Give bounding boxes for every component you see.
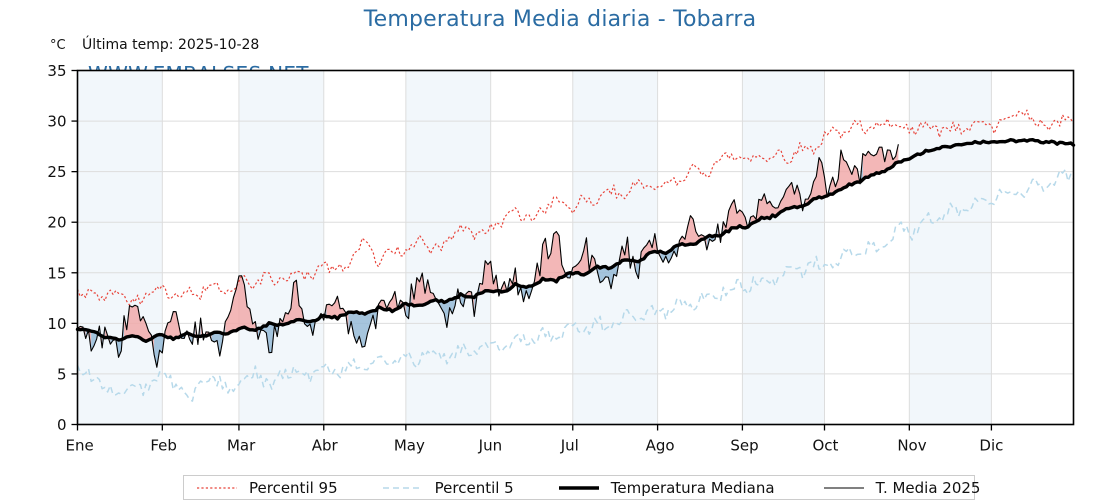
legend-label-percentil-5: Percentil 5 bbox=[434, 478, 514, 497]
legend-swatch-temperatura-mediana bbox=[558, 482, 600, 494]
legend-item-percentil-95[interactable]: Percentil 95 bbox=[196, 476, 338, 499]
x-tick-label-Feb: Feb bbox=[150, 437, 177, 455]
page-title: Temperatura Media diaria - Tobarra bbox=[363, 7, 757, 32]
x-tick-label-Dic: Dic bbox=[979, 437, 1003, 455]
series-line-t-media-2025 bbox=[77, 144, 899, 368]
month-band-Oct bbox=[824, 70, 910, 425]
month-band-Feb bbox=[162, 70, 239, 425]
x-tick-label-Mar: Mar bbox=[227, 437, 256, 455]
legend-swatch-percentil-5 bbox=[382, 482, 424, 494]
legend-swatch-percentil-95 bbox=[196, 482, 238, 494]
month-band-Nov bbox=[909, 70, 992, 425]
legend-item-t-media-2025[interactable]: T. Media 2025 bbox=[823, 476, 981, 499]
legend-label-temperatura-mediana: Temperatura Mediana bbox=[610, 478, 775, 497]
x-tick-label-Abr: Abr bbox=[312, 437, 339, 455]
series-line-temperatura-mediana bbox=[75, 137, 1076, 343]
y-tick-label-25: 25 bbox=[47, 163, 66, 181]
y-axis-unit-label: °C bbox=[50, 38, 66, 53]
x-tick-label-Sep: Sep bbox=[730, 437, 758, 455]
legend-label-t-media-2025: T. Media 2025 bbox=[875, 478, 981, 497]
plot-frame bbox=[76, 69, 1075, 426]
month-band-Ago bbox=[657, 70, 743, 425]
x-tick-label-Ago: Ago bbox=[646, 437, 675, 455]
y-tick-label-0: 0 bbox=[57, 416, 67, 434]
y-tick-label-5: 5 bbox=[57, 365, 67, 383]
y-tick-label-35: 35 bbox=[47, 62, 66, 80]
y-tick-label-10: 10 bbox=[47, 315, 66, 333]
x-tick-label-Nov: Nov bbox=[897, 437, 926, 455]
legend-item-temperatura-mediana[interactable]: Temperatura Mediana bbox=[558, 476, 775, 499]
x-tick-label-Jun: Jun bbox=[478, 437, 502, 455]
x-tick-label-May: May bbox=[394, 437, 425, 455]
chart-legend: Percentil 95 Percentil 5 Temperatura Med… bbox=[183, 475, 980, 500]
x-tick-label-Ene: Ene bbox=[66, 437, 94, 455]
y-tick-label-15: 15 bbox=[47, 264, 66, 282]
legend-swatch-t-media-2025 bbox=[823, 482, 865, 494]
legend-item-percentil-5[interactable]: Percentil 5 bbox=[382, 476, 514, 499]
y-tick-label-20: 20 bbox=[47, 214, 66, 232]
month-band-Mar bbox=[238, 70, 324, 425]
last-temp-label: Última temp: 2025-10-28 bbox=[82, 37, 260, 53]
x-tick-label-Oct: Oct bbox=[813, 437, 839, 455]
month-band-Dic bbox=[991, 70, 1077, 425]
series-line-percentil-5 bbox=[76, 168, 1075, 402]
legend-label-percentil-95: Percentil 95 bbox=[249, 478, 338, 497]
month-band-Ene bbox=[77, 70, 163, 425]
x-tick-label-Jul: Jul bbox=[560, 437, 579, 455]
month-band-Sep bbox=[742, 70, 825, 425]
month-band-May bbox=[405, 70, 491, 425]
month-band-Abr bbox=[323, 70, 406, 425]
y-tick-label-30: 30 bbox=[47, 113, 66, 131]
